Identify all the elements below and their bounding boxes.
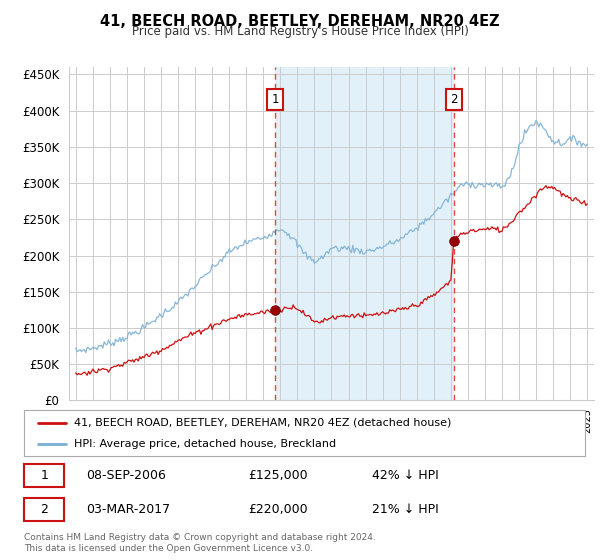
Text: 42% ↓ HPI: 42% ↓ HPI [372,469,439,482]
Text: 41, BEECH ROAD, BEETLEY, DEREHAM, NR20 4EZ (detached house): 41, BEECH ROAD, BEETLEY, DEREHAM, NR20 4… [74,418,452,428]
Text: 2: 2 [450,94,457,106]
Text: 41, BEECH ROAD, BEETLEY, DEREHAM, NR20 4EZ: 41, BEECH ROAD, BEETLEY, DEREHAM, NR20 4… [100,14,500,29]
Text: Price paid vs. HM Land Registry's House Price Index (HPI): Price paid vs. HM Land Registry's House … [131,25,469,38]
Bar [275,67,454,400]
Text: 08-SEP-2006: 08-SEP-2006 [86,469,166,482]
Text: £220,000: £220,000 [248,503,308,516]
Text: Contains HM Land Registry data © Crown copyright and database right 2024.
This d: Contains HM Land Registry data © Crown c… [24,533,376,553]
FancyBboxPatch shape [24,498,64,521]
Text: 21% ↓ HPI: 21% ↓ HPI [372,503,439,516]
Text: 2: 2 [40,503,48,516]
Text: 03-MAR-2017: 03-MAR-2017 [86,503,170,516]
Text: HPI: Average price, detached house, Breckland: HPI: Average price, detached house, Brec… [74,439,337,449]
Text: 1: 1 [271,94,279,106]
Text: £125,000: £125,000 [248,469,308,482]
FancyBboxPatch shape [24,464,64,487]
Text: 1: 1 [40,469,48,482]
